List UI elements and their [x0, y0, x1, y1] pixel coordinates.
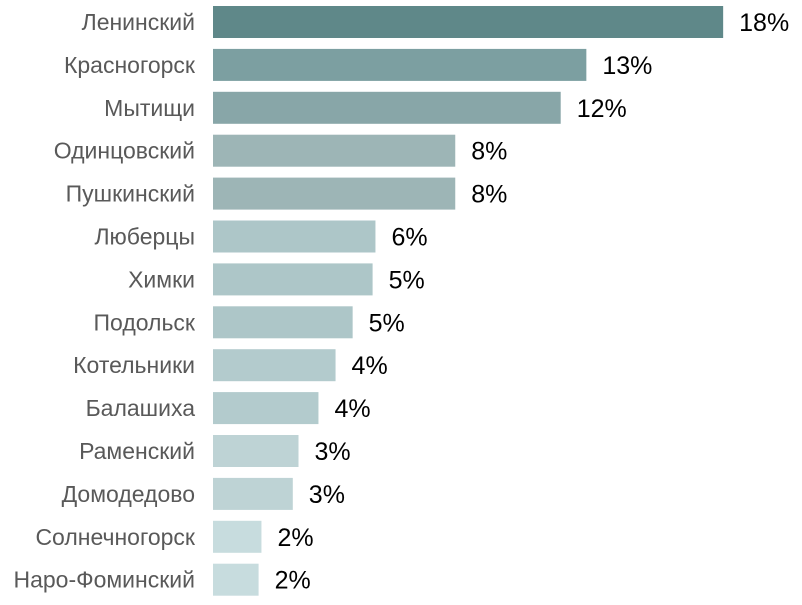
- bar: [213, 48, 587, 81]
- bar: [213, 563, 259, 596]
- bar: [213, 177, 456, 210]
- value-label: 12%: [577, 95, 627, 123]
- bar: [213, 349, 336, 382]
- bar: [213, 392, 319, 425]
- category-label: Наро-Фоминский: [13, 567, 195, 593]
- value-label: 13%: [602, 52, 652, 80]
- value-label: 4%: [334, 395, 370, 423]
- category-label: Котельники: [73, 352, 195, 378]
- value-label: 8%: [471, 181, 507, 209]
- category-label: Люберцы: [94, 224, 195, 250]
- category-label: Красногорск: [64, 52, 196, 78]
- category-label: Одинцовский: [54, 138, 195, 164]
- bar: [213, 477, 293, 510]
- value-label: 5%: [369, 309, 405, 337]
- category-label: Солнечногорск: [35, 524, 195, 550]
- bar: [213, 306, 353, 339]
- bar: [213, 435, 299, 467]
- value-label: 18%: [739, 9, 789, 37]
- bar: [213, 520, 262, 553]
- bar: [213, 220, 376, 253]
- bar: [213, 134, 456, 167]
- category-label: Химки: [128, 266, 195, 292]
- bar: [213, 263, 373, 296]
- category-label: Мытищи: [104, 95, 195, 121]
- bar: [213, 91, 561, 124]
- value-label: 2%: [277, 524, 313, 552]
- value-label: 6%: [391, 224, 427, 252]
- value-labels-group: 18% 13% 12% 8% 8% 6% 5% 5% 4% 4% 3% 3% 2% 2%: [275, 9, 790, 595]
- value-label: 3%: [315, 438, 351, 466]
- value-label: 5%: [389, 266, 425, 294]
- value-label: 3%: [309, 481, 345, 509]
- category-label: Раменский: [79, 438, 195, 464]
- category-label: Балашиха: [86, 395, 196, 421]
- value-label: 2%: [275, 567, 311, 595]
- category-label: Ленинский: [82, 9, 195, 35]
- category-label: Пушкинский: [66, 181, 195, 207]
- category-label: Домодедово: [62, 481, 195, 507]
- value-label: 4%: [352, 352, 388, 380]
- bars-group: [213, 6, 724, 596]
- category-labels-group: Ленинский Красногорск Мытищи Одинцовский Пуш…: [13, 9, 195, 593]
- category-label: Подольск: [94, 309, 196, 335]
- bar: [213, 6, 724, 38]
- value-label: 8%: [471, 138, 507, 166]
